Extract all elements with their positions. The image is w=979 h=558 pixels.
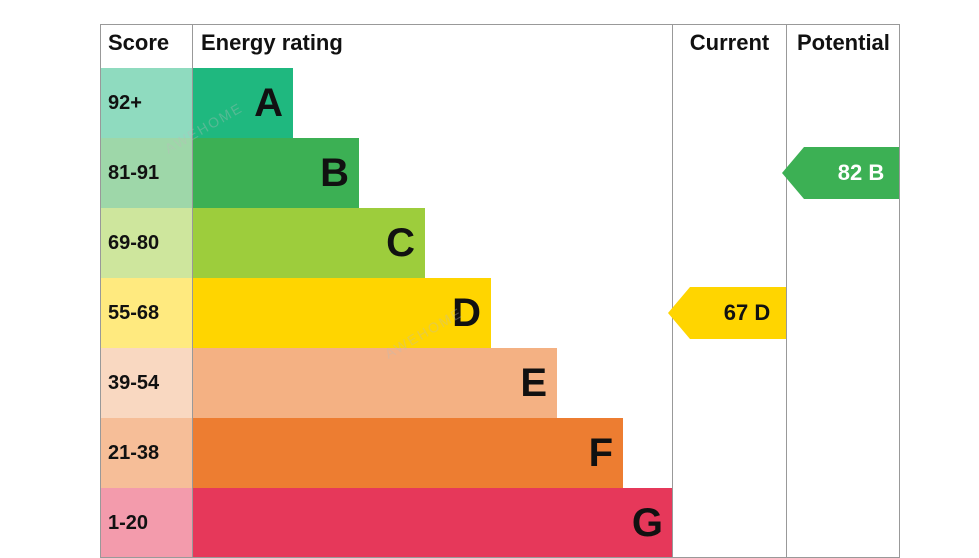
header-rating: Energy rating — [192, 24, 672, 68]
potential-cell-C — [786, 208, 900, 278]
current-cell-F — [672, 418, 786, 488]
rating-cell-B: B — [192, 138, 672, 208]
current-marker-label: 67 D — [724, 300, 770, 326]
score-A: 92+ — [100, 68, 192, 138]
band-row-A: 92+A — [100, 68, 900, 138]
current-cell-E — [672, 348, 786, 418]
band-row-G: 1-20G — [100, 488, 900, 558]
current-cell-G — [672, 488, 786, 558]
current-cell-B — [672, 138, 786, 208]
band-row-E: 39-54E — [100, 348, 900, 418]
band-row-C: 69-80C — [100, 208, 900, 278]
rating-bar-C: C — [193, 208, 425, 278]
rating-cell-E: E — [192, 348, 672, 418]
potential-marker-label: 82 B — [838, 160, 884, 186]
rating-bar-D: D — [193, 278, 491, 348]
current-marker-arrow-icon — [668, 287, 690, 339]
rating-bar-F: F — [193, 418, 623, 488]
score-C: 69-80 — [100, 208, 192, 278]
current-cell-C — [672, 208, 786, 278]
header-current: Current — [672, 24, 786, 68]
rating-cell-D: D — [192, 278, 672, 348]
band-row-B: 81-91B 82 B — [100, 138, 900, 208]
potential-cell-F — [786, 418, 900, 488]
rating-bar-E: E — [193, 348, 557, 418]
potential-cell-B: 82 B — [786, 138, 900, 208]
header-row: Score Energy rating Current Potential — [100, 24, 900, 68]
rating-bar-B: B — [193, 138, 359, 208]
score-G: 1-20 — [100, 488, 192, 558]
header-potential: Potential — [786, 24, 900, 68]
score-D: 55-68 — [100, 278, 192, 348]
score-E: 39-54 — [100, 348, 192, 418]
rating-cell-F: F — [192, 418, 672, 488]
potential-cell-G — [786, 488, 900, 558]
rating-bar-A: A — [193, 68, 293, 138]
potential-marker-arrow-icon — [782, 147, 804, 199]
current-cell-D: 67 D — [672, 278, 786, 348]
potential-cell-A — [786, 68, 900, 138]
potential-cell-D — [786, 278, 900, 348]
rating-cell-G: G — [192, 488, 672, 558]
rating-cell-C: C — [192, 208, 672, 278]
rating-bar-G: G — [193, 488, 673, 558]
score-F: 21-38 — [100, 418, 192, 488]
rating-cell-A: A — [192, 68, 672, 138]
current-cell-A — [672, 68, 786, 138]
band-row-F: 21-38F — [100, 418, 900, 488]
current-marker: 67 D — [690, 287, 786, 339]
potential-cell-E — [786, 348, 900, 418]
epc-chart: Score Energy rating Current Potential 92… — [100, 24, 900, 558]
header-score: Score — [100, 24, 192, 68]
band-row-D: 55-68D 67 D — [100, 278, 900, 348]
score-B: 81-91 — [100, 138, 192, 208]
potential-marker: 82 B — [804, 147, 900, 199]
